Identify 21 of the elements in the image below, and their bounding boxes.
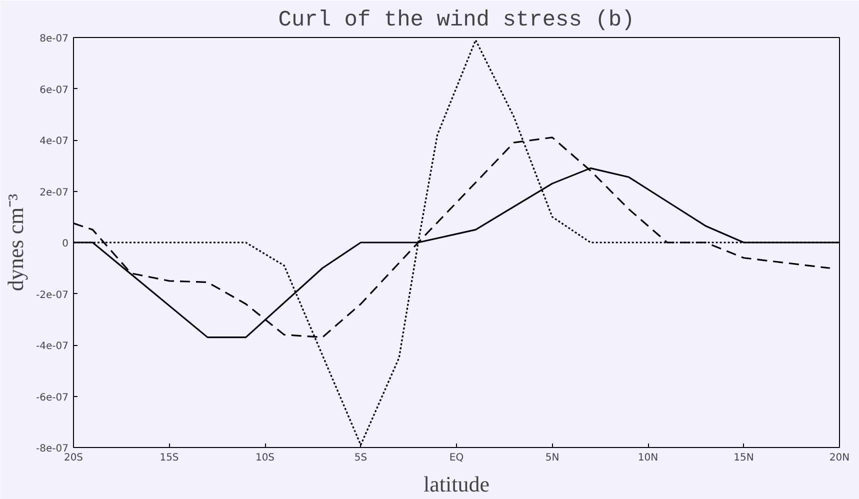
x-tick-label: 20N	[829, 452, 850, 464]
chart-title: Curl of the wind stress (b)	[278, 8, 635, 32]
x-tick-label: 20S	[64, 452, 84, 464]
y-tick-label: -4e-07	[36, 341, 69, 352]
y-tick-label: 0	[62, 238, 69, 250]
y-tick-label: -8e-07	[36, 444, 69, 454]
y-tick-label: 2e-07	[40, 187, 69, 198]
y-tick-label: 6e-07	[40, 84, 69, 96]
x-tick-label: 5N	[545, 452, 560, 464]
x-tick-label: 5S	[354, 452, 368, 464]
y-tick-label: 4e-07	[40, 136, 69, 147]
x-tick-label: 15S	[160, 452, 179, 464]
y-tick-label: 8e-07	[40, 34, 69, 44]
x-tick-label: EQ	[449, 452, 464, 464]
y-tick-label: -2e-07	[36, 290, 69, 301]
y-tick-label: -6e-07	[36, 392, 69, 404]
x-tick-label: 10N	[638, 452, 658, 464]
x-tick-label: 15N	[734, 452, 754, 464]
y-axis-title: dynes cm⁻³	[3, 193, 28, 292]
x-axis-title: latitude	[424, 472, 490, 496]
x-tick-label: 10S	[255, 452, 275, 464]
